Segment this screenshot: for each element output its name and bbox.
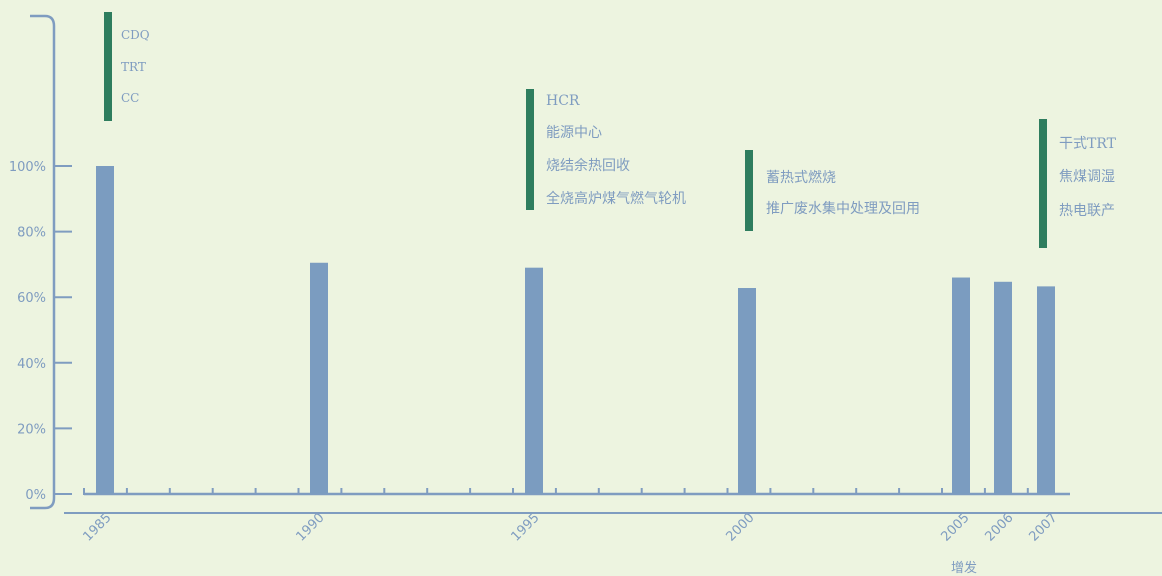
y-tick-label: 20% bbox=[17, 422, 46, 437]
y-tick-label: 60% bbox=[17, 291, 46, 306]
y-axis-line bbox=[30, 14, 56, 510]
bar-1985 bbox=[96, 166, 114, 494]
annotation-text: 干式TRT bbox=[1059, 136, 1117, 152]
y-tick-label: 80% bbox=[17, 226, 46, 241]
x-tick-label-1995: 1995 bbox=[509, 511, 543, 545]
bar-2005 bbox=[952, 277, 970, 494]
annotation-bar-2007 bbox=[1039, 119, 1047, 248]
annotation-text: 全烧高炉煤气燃气轮机 bbox=[546, 190, 686, 207]
bar-2007 bbox=[1037, 286, 1055, 494]
y-tick-label: 100% bbox=[9, 160, 46, 175]
x-tick-label-2000: 2000 bbox=[724, 511, 758, 545]
annotation-text: HCR bbox=[546, 93, 580, 109]
x-tick-label-2006: 2006 bbox=[983, 511, 1017, 545]
annotation-text: 推广废水集中处理及回用 bbox=[766, 200, 920, 217]
y-tick-label: 0% bbox=[25, 488, 46, 503]
axes: 0% 20% 40% 60% 80% 100% bbox=[9, 14, 1162, 514]
bars bbox=[96, 166, 1055, 494]
x-tick-label-1985: 1985 bbox=[81, 511, 115, 545]
annotation-text: 能源中心 bbox=[546, 125, 602, 141]
annotation-text: 蓄热式燃烧 bbox=[766, 169, 836, 186]
annotation-text: 焦煤调湿 bbox=[1059, 169, 1115, 185]
annotation-text: CC bbox=[121, 91, 139, 105]
bar-1990 bbox=[310, 262, 328, 494]
labels: 1985 1990 1995 2000 2005 2006 2007 增发 bbox=[81, 511, 1061, 576]
bar-2000 bbox=[738, 288, 756, 494]
extra-label: 增发 bbox=[951, 560, 977, 576]
annotation-text: 烧结余热回收 bbox=[546, 157, 630, 174]
annotation-bar-1995 bbox=[526, 89, 534, 210]
x-tick-label-2005: 2005 bbox=[939, 511, 973, 545]
annotation-bar-1985 bbox=[104, 12, 112, 121]
annotation-text: CDQ bbox=[121, 28, 150, 42]
annotation-text: TRT bbox=[121, 60, 146, 74]
x-tick-label-1990: 1990 bbox=[294, 511, 328, 545]
x-tick-label-2007: 2007 bbox=[1027, 511, 1061, 545]
annotation-text: 热电联产 bbox=[1059, 203, 1115, 219]
annotation-bar-2000 bbox=[745, 150, 753, 231]
y-tick-label: 40% bbox=[17, 357, 46, 372]
bar-2006 bbox=[994, 281, 1012, 494]
bar-1995 bbox=[525, 267, 543, 494]
